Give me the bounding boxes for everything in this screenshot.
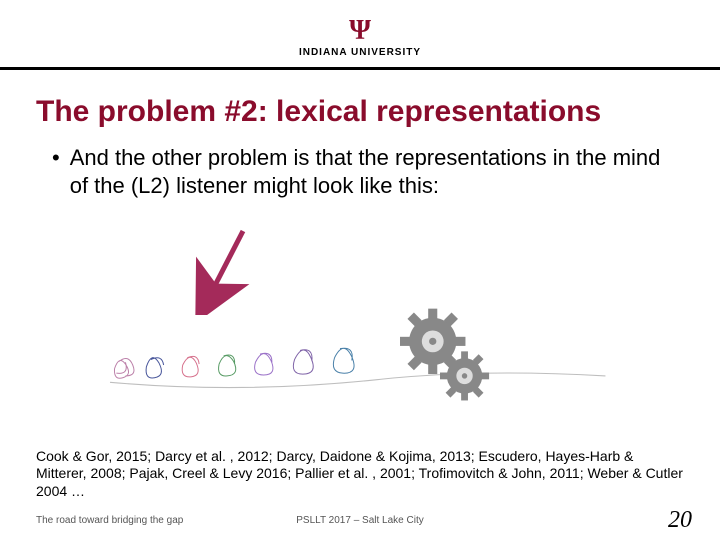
iu-trident-icon: Ψ [349,17,371,45]
bullet-text: And the other problem is that the repres… [70,144,668,199]
footer-bar: The road toward bridging the gap PSLLT 2… [0,508,720,532]
footer-left-text: The road toward bridging the gap [36,515,183,526]
header-bar: Ψ INDIANA UNIVERSITY [0,0,720,70]
bullet-item: • And the other problem is that the repr… [0,144,720,199]
page-number: 20 [668,507,692,534]
arrow-icon [195,225,265,315]
slide-title: The problem #2: lexical representations [0,70,720,144]
university-name: INDIANA UNIVERSITY [299,47,421,58]
illustration-area [70,225,650,405]
bullet-marker: • [52,144,60,199]
scribble-cluster-icon [70,305,650,405]
university-logo-block: Ψ INDIANA UNIVERSITY [299,17,421,58]
footer-center-text: PSLLT 2017 – Salt Lake City [296,515,424,526]
citations-text: Cook & Gor, 2015; Darcy et al. , 2012; D… [36,448,684,501]
